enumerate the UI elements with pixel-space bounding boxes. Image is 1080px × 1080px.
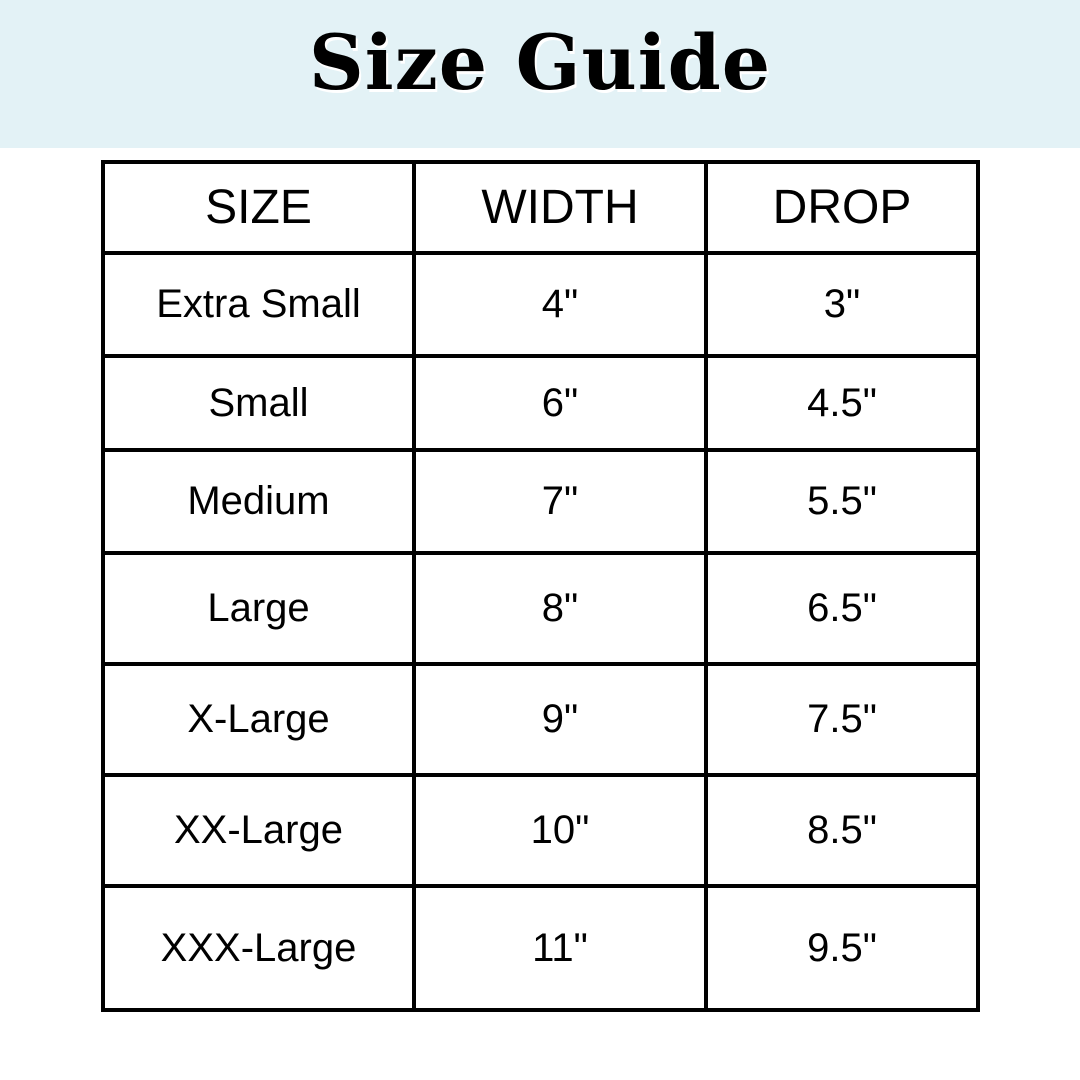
header-width: WIDTH — [412, 160, 708, 255]
cell-width: 8" — [412, 551, 708, 666]
cell-size: Small — [101, 354, 416, 452]
table-row: Extra Small 4" 3" — [101, 251, 980, 358]
table-row: Medium 7" 5.5" — [101, 448, 980, 555]
cell-size: XXX-Large — [101, 884, 416, 1012]
table-header-row: SIZE WIDTH DROP — [101, 160, 980, 255]
cell-drop: 8.5" — [704, 773, 980, 888]
cell-drop: 3" — [704, 251, 980, 358]
cell-drop: 4.5" — [704, 354, 980, 452]
cell-width: 10" — [412, 773, 708, 888]
cell-width: 9" — [412, 662, 708, 777]
table-row: XX-Large 10" 8.5" — [101, 773, 980, 888]
cell-width: 7" — [412, 448, 708, 555]
title-banner — [0, 0, 1080, 148]
cell-drop: 5.5" — [704, 448, 980, 555]
cell-size: Extra Small — [101, 251, 416, 358]
cell-size: XX-Large — [101, 773, 416, 888]
cell-width: 6" — [412, 354, 708, 452]
table-row: X-Large 9" 7.5" — [101, 662, 980, 777]
cell-width: 11" — [412, 884, 708, 1012]
cell-size: Medium — [101, 448, 416, 555]
cell-width: 4" — [412, 251, 708, 358]
table-row: Small 6" 4.5" — [101, 354, 980, 452]
page-title: Size Guide — [308, 18, 772, 107]
size-table: SIZE WIDTH DROP Extra Small 4" 3" Small 6" 4.… — [101, 160, 980, 1012]
table-row: XXX-Large 11" 9.5" — [101, 884, 980, 1012]
table-row: Large 8" 6.5" — [101, 551, 980, 666]
cell-size: Large — [101, 551, 416, 666]
cell-drop: 7.5" — [704, 662, 980, 777]
header-drop: DROP — [704, 160, 980, 255]
cell-drop: 9.5" — [704, 884, 980, 1012]
cell-size: X-Large — [101, 662, 416, 777]
header-size: SIZE — [101, 160, 416, 255]
cell-drop: 6.5" — [704, 551, 980, 666]
